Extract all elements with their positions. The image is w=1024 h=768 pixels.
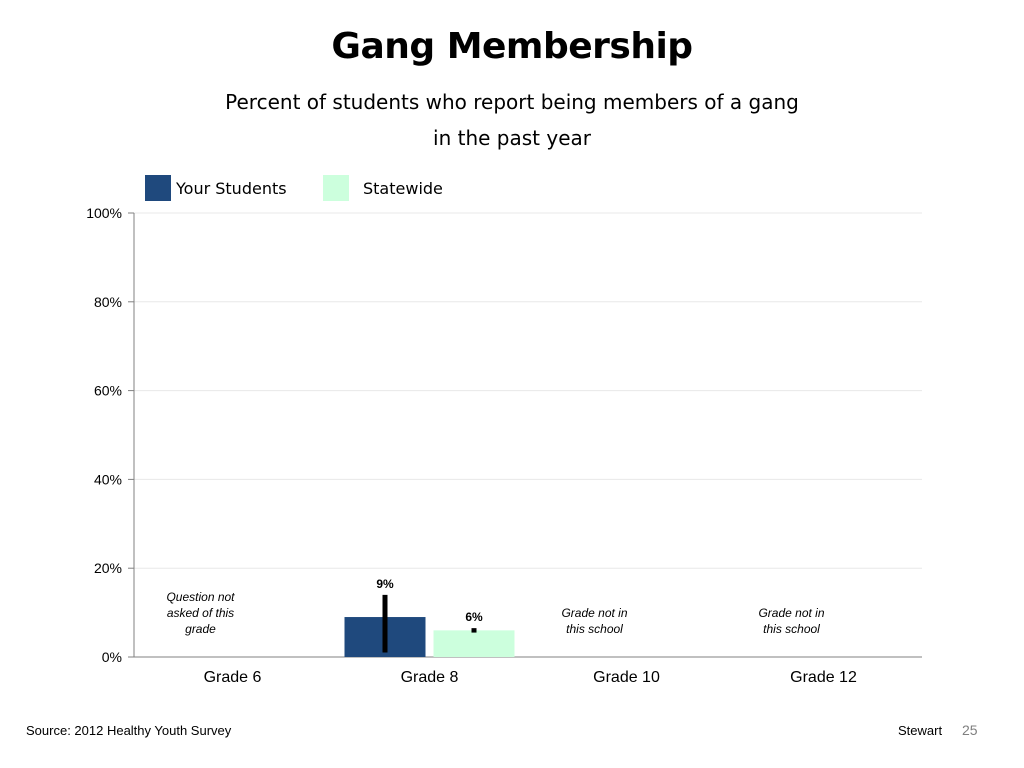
author-name: Stewart (898, 723, 943, 738)
x-tick-label: Grade 12 (790, 669, 857, 686)
annotation-text: this school (763, 622, 820, 636)
subtitle-line-2: in the past year (433, 126, 591, 150)
legend-item-statewide: Statewide (323, 175, 443, 201)
data-label: 9% (376, 577, 394, 591)
annotation-text: Grade not in (561, 606, 627, 620)
slide-subtitle: Percent of students who report being mem… (212, 84, 812, 156)
legend-label-your-students: Your Students (176, 178, 287, 198)
annotation-text: Question not (166, 590, 235, 604)
y-tick-label: 80% (94, 294, 122, 310)
page-number: 25 (962, 722, 978, 738)
legend-swatch-statewide (323, 175, 349, 201)
y-tick-label: 40% (94, 471, 122, 487)
slide-title: Gang Membership (331, 26, 693, 67)
legend-swatch-your-students (145, 175, 171, 201)
legend-item-your-students: Your Students (145, 175, 287, 201)
x-tick-label: Grade 8 (401, 669, 459, 686)
annotation-text: asked of this (167, 606, 234, 620)
annotation-text: Grade not in (758, 606, 824, 620)
y-tick-label: 20% (94, 560, 122, 576)
annotation-text: grade (185, 622, 216, 636)
x-tick-label: Grade 10 (593, 669, 660, 686)
bar (433, 630, 515, 657)
legend-label-statewide: Statewide (363, 178, 443, 198)
y-tick-label: 100% (86, 205, 122, 221)
y-tick-label: 60% (94, 383, 122, 399)
annotation-text: this school (566, 622, 623, 636)
source-note: Source: 2012 Healthy Youth Survey (26, 723, 232, 738)
y-tick-label: 0% (102, 649, 122, 665)
data-label: 6% (465, 610, 483, 624)
x-tick-label: Grade 6 (204, 669, 262, 686)
subtitle-line-1: Percent of students who report being mem… (225, 90, 799, 114)
